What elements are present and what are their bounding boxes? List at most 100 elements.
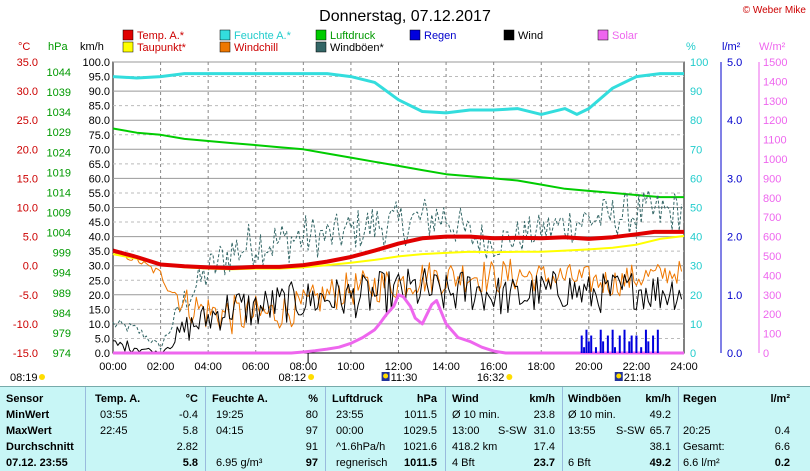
wind-tick-label: 70.0	[89, 144, 110, 156]
row-label: 07.12. 23:55	[6, 457, 68, 469]
wind-tick-label: 95.0	[89, 72, 110, 84]
sun-icon	[308, 374, 315, 380]
header-humidity-unit: %	[308, 393, 318, 405]
humidity-tick-label: 80	[690, 115, 702, 127]
wind-direction: S-SW	[498, 425, 527, 437]
pressure-tick-label: 989	[53, 288, 71, 300]
x-tick-label: 06:00	[242, 361, 270, 373]
temp-tick-label: 10.0	[17, 203, 38, 215]
humidity-time: 6.95 g/m³	[216, 457, 263, 469]
header-temp: Temp. A.	[95, 393, 141, 405]
temp-tick-label: 15.0	[17, 173, 38, 185]
temp-tick-label: 0.0	[23, 261, 38, 273]
wind-tick-label: 20.0	[89, 290, 110, 302]
humidity-tick-label: 100	[690, 57, 708, 69]
legend-label: Feuchte A.*	[234, 30, 292, 42]
wind-label: 4 Bft	[452, 457, 475, 469]
humidity-value: 80	[305, 409, 318, 421]
row-label: Durchschnitt	[6, 441, 74, 453]
solar-tick-label: 800	[763, 193, 781, 205]
legend-label: Regen	[424, 30, 456, 42]
temp-tick-label: 25.0	[17, 115, 38, 127]
humidity-time: 19:25	[216, 409, 244, 421]
humidity-value: 97	[305, 425, 318, 437]
gust-value: 65.7	[649, 425, 671, 437]
header-gusts: Windböen	[568, 393, 622, 405]
header-wind-unit: km/h	[529, 393, 555, 405]
x-tick-label: 08:00	[290, 361, 318, 373]
temp-time: 03:55	[100, 409, 128, 421]
series-wind	[112, 268, 683, 354]
temp-value: -0.4	[179, 409, 198, 421]
temp-unit-label: °C	[18, 41, 30, 53]
header-gusts-unit: km/h	[645, 393, 671, 405]
legend-label: Taupunkt*	[137, 42, 187, 54]
table-divider	[562, 387, 563, 471]
table-divider	[205, 387, 206, 471]
pressure-time: 00:00	[336, 425, 364, 437]
wind-tick-label: 60.0	[89, 173, 110, 185]
gust-direction: S-SW	[616, 425, 645, 437]
legend-label: Windchill	[234, 42, 278, 54]
legend-swatch	[122, 29, 134, 41]
wind-tick-label: 0.0	[95, 348, 110, 360]
rain-unit-label: l/m²	[722, 41, 741, 53]
header-humidity: Feuchte A.	[212, 393, 268, 405]
wind-tick-label: 5.0	[95, 333, 110, 345]
weather-chart: Donnerstag, 07.12.2017 © Weber Mike Temp…	[10, 5, 807, 384]
temp-value: 2.82	[176, 441, 198, 453]
legend-swatch	[597, 29, 609, 41]
solar-tick-label: 100	[763, 329, 781, 341]
x-tick-label: 18:00	[527, 361, 555, 373]
temp-value: 5.8	[182, 457, 198, 469]
wind-tick-label: 75.0	[89, 130, 110, 142]
gust-value: 49.2	[649, 457, 671, 469]
legend-label: Windböen*	[330, 42, 385, 54]
pressure-tick-label: 1004	[47, 228, 71, 240]
x-tick-label: 02:00	[147, 361, 175, 373]
temp-tick-label: -10.0	[13, 319, 38, 331]
solar-tick-label: 1400	[763, 76, 787, 88]
row-label: MaxWert	[6, 425, 52, 437]
header-wind: Wind	[452, 393, 479, 405]
sun-icon	[39, 374, 45, 380]
rain-value: 0.2	[774, 457, 790, 469]
pressure-tick-label: 979	[53, 328, 71, 340]
pressure-time: ^1.6hPa/h	[336, 441, 386, 453]
pressure-tick-label: 994	[53, 268, 71, 280]
sun-markers: 08:19 08:12 16:32 11:30 21:18	[10, 353, 651, 384]
series-solar	[113, 293, 684, 355]
sunset-label: 16:32	[477, 372, 505, 384]
x-tick-label: 24:00	[670, 361, 698, 373]
series-group	[112, 72, 685, 355]
left-time-label: 08:19	[10, 372, 38, 384]
temp-tick-label: 5.0	[23, 232, 38, 244]
rain-label: Gesamt:	[683, 441, 725, 453]
solar-tick-label: 1300	[763, 96, 787, 108]
rain-label: 20:25	[683, 425, 711, 437]
table-divider	[445, 387, 446, 471]
x-tick-label: 20:00	[575, 361, 603, 373]
pressure-value: 1011.5	[404, 409, 437, 421]
rain-tick-label: 0.0	[727, 348, 742, 360]
wind-tick-label: 15.0	[89, 304, 110, 316]
wind-tick-label: 85.0	[89, 101, 110, 113]
pressure-time: 23:55	[336, 409, 364, 421]
wind-tick-label: 65.0	[89, 159, 110, 171]
x-tick-label: 00:00	[99, 361, 127, 373]
gust-label: 6 Bft	[568, 457, 591, 469]
solar-tick-label: 400	[763, 270, 781, 282]
wind-tick-label: 100.0	[82, 57, 110, 69]
solar-tick-label: 1200	[763, 115, 787, 127]
gust-label: Ø 10 min.	[568, 409, 616, 421]
header-temp-unit: °C	[185, 393, 198, 405]
wind-value: 23.8	[533, 409, 555, 421]
series-luftdruck	[112, 127, 684, 199]
sun-icon	[616, 373, 622, 379]
x-tick-label: 14:00	[432, 361, 460, 373]
humidity-tick-label: 60	[690, 173, 702, 185]
gust-value: 38.1	[649, 441, 671, 453]
humidity-tick-label: 30	[690, 261, 702, 273]
solar-unit-label: W/m²	[759, 41, 786, 53]
